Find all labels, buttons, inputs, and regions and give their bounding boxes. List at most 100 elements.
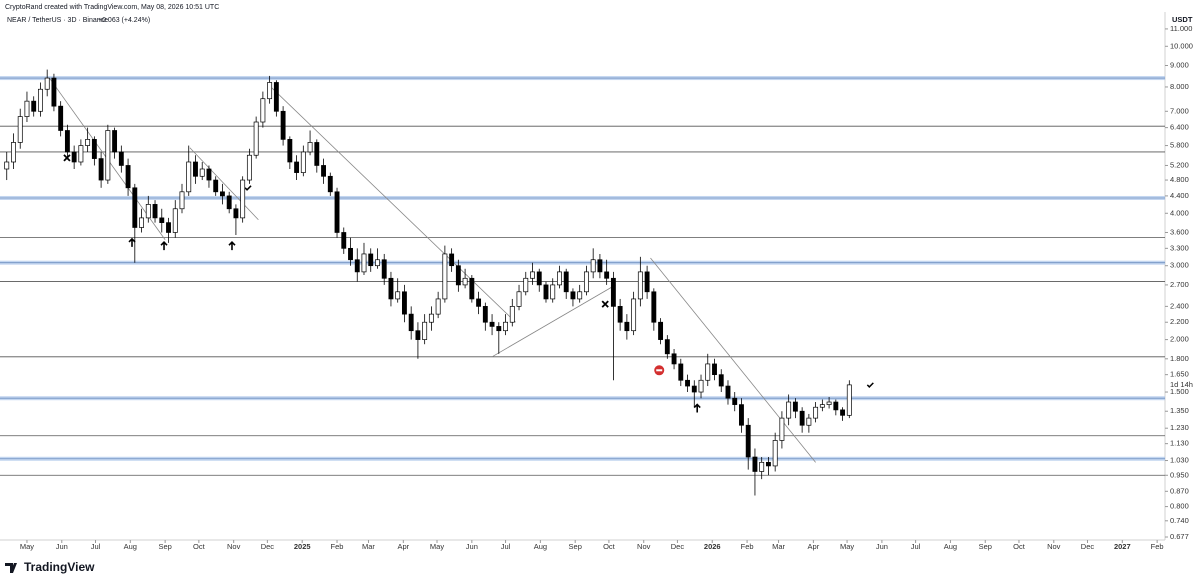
x-tick-label: Sep bbox=[158, 542, 171, 551]
candle-body bbox=[792, 401, 798, 412]
candle-body bbox=[273, 82, 279, 112]
x-tick-label: Mar bbox=[362, 542, 375, 551]
candle-body bbox=[698, 379, 704, 393]
candle-body bbox=[516, 291, 522, 307]
x-tick-label: 2025 bbox=[294, 542, 311, 551]
chart-title: NEAR / TetherUS · 3D · Binance bbox=[7, 17, 108, 24]
arrow-marker bbox=[128, 237, 136, 247]
x-tick-label: Apr bbox=[808, 542, 820, 551]
x-tick-label: Jun bbox=[876, 542, 888, 551]
candle-body bbox=[583, 271, 589, 293]
y-tick-label: 3.000 bbox=[1170, 261, 1189, 270]
x-tick-label: Sep bbox=[979, 542, 992, 551]
candle-body bbox=[671, 353, 677, 365]
candle-body bbox=[118, 151, 124, 166]
candle-body bbox=[678, 363, 684, 381]
arrow-marker bbox=[160, 241, 168, 251]
x-tick-label: Jun bbox=[56, 542, 68, 551]
candle-body bbox=[570, 291, 576, 300]
trendline bbox=[268, 84, 516, 323]
candle-body bbox=[489, 321, 495, 327]
candle-body bbox=[610, 277, 616, 307]
candle-body bbox=[428, 313, 434, 323]
x-tick-label: Dec bbox=[1081, 542, 1095, 551]
candle-body bbox=[691, 385, 697, 393]
candle-body bbox=[145, 204, 151, 219]
candle-body bbox=[523, 277, 529, 293]
x-tick-label: Jul bbox=[501, 542, 511, 551]
candle-body bbox=[233, 208, 239, 219]
x-tick-label: May bbox=[20, 542, 34, 551]
candle-body bbox=[658, 321, 664, 340]
y-tick-label: 5.200 bbox=[1170, 160, 1189, 169]
candle-body bbox=[381, 259, 387, 279]
candle-body bbox=[597, 259, 603, 273]
candle-body bbox=[206, 168, 212, 181]
y-tick-label: 5.800 bbox=[1170, 141, 1189, 150]
y-tick-label: 0.677 bbox=[1170, 532, 1189, 541]
candle-body bbox=[105, 130, 111, 181]
candle-body bbox=[469, 277, 475, 300]
candle-body bbox=[718, 374, 724, 387]
y-tick-label: 8.000 bbox=[1170, 82, 1189, 91]
candle-body bbox=[530, 271, 535, 279]
y-axis-label: USDT bbox=[1172, 15, 1193, 24]
y-tick-label: 10.000 bbox=[1170, 41, 1193, 50]
x-tick-label: Oct bbox=[1013, 542, 1026, 551]
y-tick-label: 2.700 bbox=[1170, 280, 1189, 289]
candle-body bbox=[220, 191, 225, 197]
y-tick-label: 7.000 bbox=[1170, 106, 1189, 115]
y-tick-label: 0.800 bbox=[1170, 502, 1189, 511]
candle-body bbox=[637, 271, 643, 300]
candle-body bbox=[772, 440, 778, 467]
candle-body bbox=[752, 456, 758, 472]
candle-body bbox=[246, 154, 252, 181]
candle-body bbox=[725, 385, 731, 399]
candle-body bbox=[361, 253, 367, 273]
candle-body bbox=[334, 191, 340, 233]
candle-body bbox=[577, 291, 583, 300]
candle-body bbox=[51, 77, 57, 107]
y-tick-label: 1.350 bbox=[1170, 406, 1189, 415]
x-tick-label: Jul bbox=[91, 542, 101, 551]
y-tick-label: 2.200 bbox=[1170, 317, 1189, 326]
x-tick-label: Aug bbox=[124, 542, 137, 551]
candle-body bbox=[166, 222, 171, 233]
trendline bbox=[650, 257, 816, 463]
x-tick-label: 2026 bbox=[704, 542, 721, 551]
candle-body bbox=[314, 142, 320, 166]
candle-body bbox=[685, 379, 690, 387]
x-tick-label: Jul bbox=[911, 542, 921, 551]
header: CryptoRand created with TradingView.com,… bbox=[5, 4, 219, 11]
candle-body bbox=[644, 271, 650, 293]
y-tick-label: 0.870 bbox=[1170, 486, 1189, 495]
candle-body bbox=[253, 121, 259, 156]
candle-body bbox=[368, 253, 374, 267]
candle-body bbox=[186, 161, 192, 193]
candle-body bbox=[152, 204, 158, 219]
x-tick-label: May bbox=[840, 542, 854, 551]
candle-body bbox=[159, 217, 165, 223]
candle-body bbox=[617, 306, 623, 323]
candle-body bbox=[833, 401, 839, 411]
plot-area bbox=[0, 69, 1165, 496]
chart-subtitle: +0.063 (+4.24%) bbox=[98, 17, 150, 24]
candle-body bbox=[91, 139, 97, 159]
candle-body bbox=[341, 232, 347, 249]
candle-body bbox=[813, 406, 819, 419]
candle-body bbox=[172, 208, 178, 233]
candle-body bbox=[388, 277, 394, 300]
candle-body bbox=[267, 82, 273, 100]
candle-body bbox=[327, 175, 333, 193]
y-tick-label: 4.400 bbox=[1170, 191, 1189, 200]
candle-body bbox=[395, 291, 401, 300]
candle-body bbox=[557, 271, 562, 286]
candle-body bbox=[846, 384, 852, 416]
candle-body bbox=[300, 151, 306, 173]
candle-body bbox=[415, 330, 421, 340]
candle-body bbox=[543, 284, 549, 300]
candle-body bbox=[307, 142, 313, 153]
x-tick-label: Nov bbox=[637, 542, 651, 551]
y-tick-label: 0.740 bbox=[1170, 516, 1189, 525]
